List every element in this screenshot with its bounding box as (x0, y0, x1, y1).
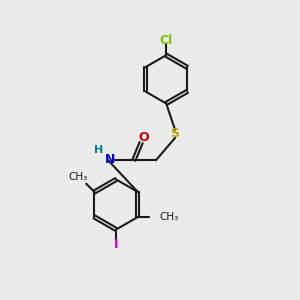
Text: O: O (139, 131, 149, 144)
Text: Cl: Cl (160, 34, 173, 47)
Text: I: I (114, 238, 118, 251)
Text: S: S (170, 127, 179, 140)
Text: CH₃: CH₃ (159, 212, 178, 222)
Text: CH₃: CH₃ (69, 172, 88, 182)
Text: H: H (94, 145, 104, 155)
Text: N: N (105, 153, 116, 166)
